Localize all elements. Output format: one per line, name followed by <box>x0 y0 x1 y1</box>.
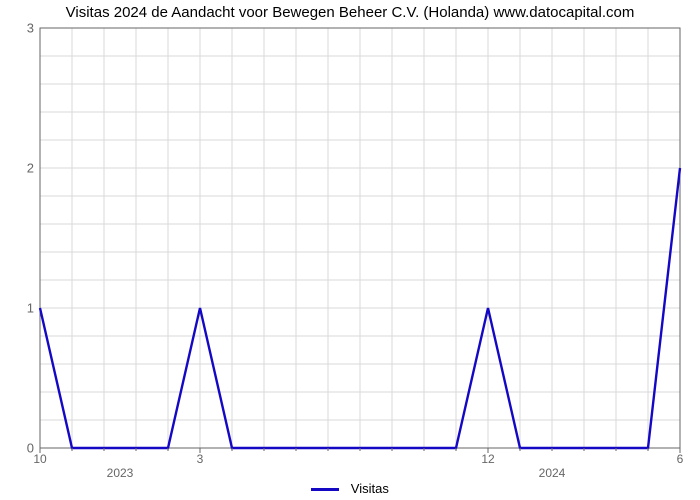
legend-swatch <box>311 488 339 491</box>
x-year-label: 2024 <box>539 466 566 480</box>
y-tick-label: 3 <box>27 21 34 36</box>
legend-label: Visitas <box>351 481 389 496</box>
y-tick-label: 1 <box>27 301 34 316</box>
y-tick-label: 2 <box>27 161 34 176</box>
legend: Visitas <box>0 481 700 496</box>
chart-svg <box>40 28 680 448</box>
x-tick-label: 3 <box>197 452 204 466</box>
x-year-label: 2023 <box>107 466 134 480</box>
plot-area <box>40 28 680 448</box>
chart-title: Visitas 2024 de Aandacht voor Bewegen Be… <box>0 4 700 21</box>
x-tick-label: 6 <box>677 452 684 466</box>
x-tick-label: 12 <box>481 452 494 466</box>
chart-container: Visitas 2024 de Aandacht voor Bewegen Be… <box>0 0 700 500</box>
x-tick-label: 10 <box>33 452 46 466</box>
